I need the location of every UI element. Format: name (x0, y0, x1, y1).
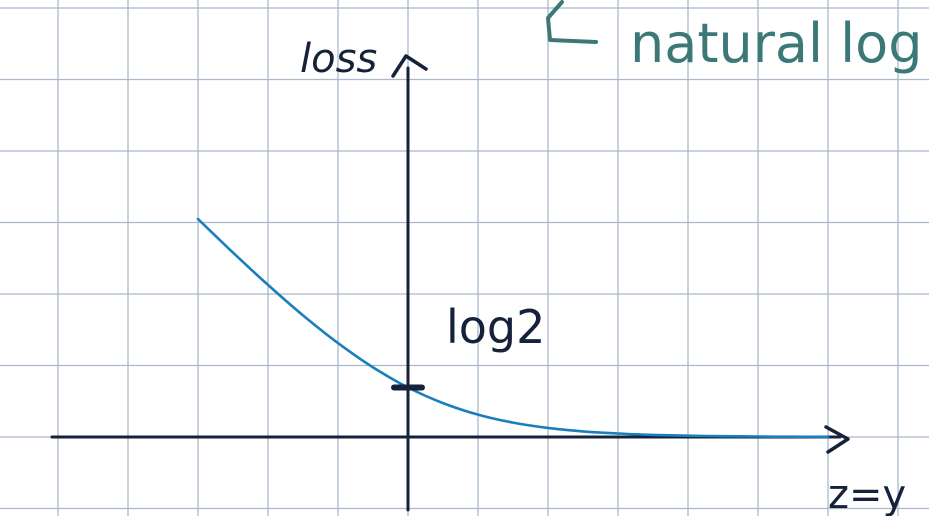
annotation-natural-log: natural log (546, 0, 923, 75)
natural-log-note: natural log (630, 12, 923, 75)
axes (50, 54, 850, 512)
loss-curve (196, 217, 830, 439)
y-axis-arrow-head (391, 54, 428, 78)
x-axis-label: z=y (828, 472, 906, 516)
y-axis-label: loss (300, 36, 377, 82)
annotation-log2: log2 (446, 300, 545, 354)
x-axis-arrow-head (824, 425, 850, 454)
left-arrow-icon (546, 0, 598, 44)
